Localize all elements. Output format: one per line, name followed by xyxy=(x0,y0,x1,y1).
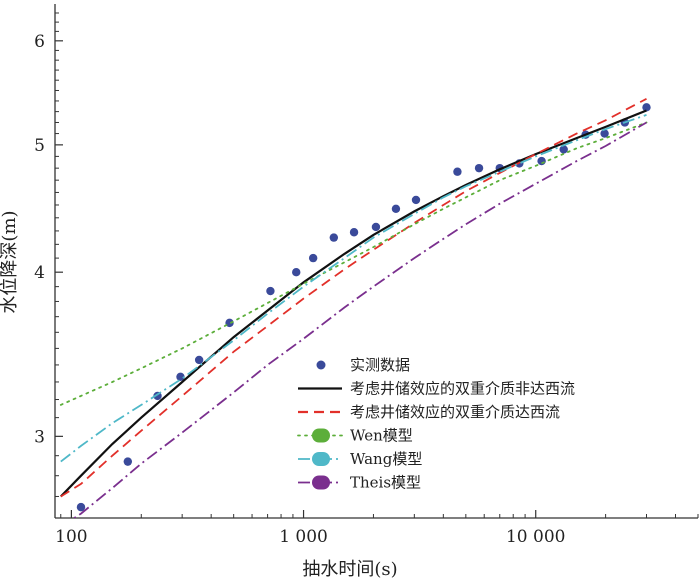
data-point xyxy=(266,286,275,296)
data-point xyxy=(123,457,133,466)
legend-label: Theis模型 xyxy=(350,474,421,492)
data-point xyxy=(559,145,568,154)
data-point xyxy=(600,129,609,138)
series-line xyxy=(72,121,647,518)
legend-label: Wen模型 xyxy=(350,427,413,445)
y-tick-label: 3 xyxy=(34,427,45,447)
data-point xyxy=(391,204,401,213)
data-point xyxy=(642,103,651,112)
y-tick-label: 4 xyxy=(34,263,45,283)
x-tick-label: 1 000 xyxy=(279,527,328,547)
y-tick-label: 6 xyxy=(34,32,45,52)
data-point xyxy=(371,222,381,232)
series-line xyxy=(59,121,648,406)
y-tick-label: 5 xyxy=(34,136,45,156)
series-line xyxy=(60,98,647,498)
data-point xyxy=(225,318,234,328)
data-point xyxy=(474,163,484,173)
legend-label: 实测数据 xyxy=(350,356,410,374)
data-point xyxy=(329,233,339,242)
x-tick-label: 100 xyxy=(55,527,87,547)
data-point xyxy=(176,372,185,381)
y-axis-title: 水位降深(m) xyxy=(0,210,20,313)
series-group xyxy=(59,98,651,518)
legend-marker xyxy=(312,428,330,443)
data-point xyxy=(411,195,421,205)
legend-label: 考虑井储效应的双重介质非达西流 xyxy=(350,380,575,398)
axes xyxy=(54,4,698,519)
data-point xyxy=(292,267,301,277)
legend-marker xyxy=(312,475,330,490)
series-line xyxy=(60,114,647,463)
data-point xyxy=(308,253,318,263)
legend-label: Wang模型 xyxy=(350,450,422,468)
legend-swatch xyxy=(316,360,326,370)
data-point xyxy=(194,355,204,365)
legend-marker xyxy=(312,452,330,466)
data-point xyxy=(453,167,462,176)
data-point xyxy=(349,228,359,237)
tick-group: 100 1 000 10 000 3 4 5 6 xyxy=(34,12,699,547)
x-axis-title: 抽水时间(s) xyxy=(302,559,397,580)
data-point xyxy=(537,156,546,166)
x-tick-label: 10 000 xyxy=(506,527,565,547)
data-point xyxy=(76,502,86,512)
legend-label: 考虑井储效应的双重介质达西流 xyxy=(350,403,560,421)
